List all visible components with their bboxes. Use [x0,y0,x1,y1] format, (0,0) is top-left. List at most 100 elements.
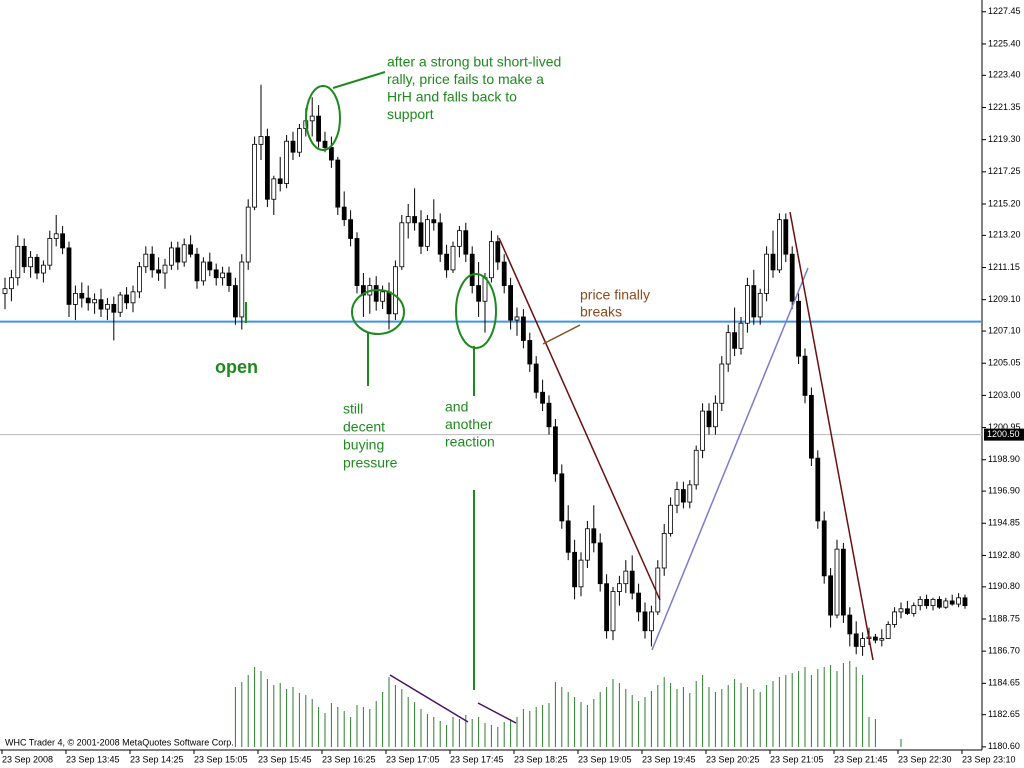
candle-body [572,551,577,588]
candle-body [578,559,584,588]
candle-body [181,244,187,263]
y-tick-label: 1211.15 [988,262,1020,272]
candle-body [21,245,27,268]
annotation: still [343,401,363,417]
y-tick-label: 1217.25 [988,166,1021,176]
candle-body [136,266,142,293]
candle-body [53,233,59,239]
annotation: after a strong but short-lived [387,54,561,70]
candle-body [8,277,14,290]
candle-body [841,548,846,616]
y-tick-label: 1184.65 [988,678,1020,688]
candle-body [597,542,603,585]
annotation: HrH and falls back to [387,89,517,105]
y-tick-label: 1198.90 [988,454,1020,464]
candle-body [354,238,360,286]
candle-body [521,316,526,341]
candle-body [213,269,219,279]
volume-trendline [389,674,469,723]
candle-body [469,253,475,286]
candle-body [821,520,827,577]
candle-body [207,261,213,271]
pointer [332,71,386,89]
y-tick-label: 1192.80 [988,550,1020,560]
candle-body [508,285,514,321]
candle-body [693,449,699,486]
candle-body [713,402,718,428]
x-tick-label: 23 Sep 17:05 [386,754,440,764]
candle-body [828,575,833,616]
candle-body [764,253,769,294]
candle-body [373,285,379,302]
candle-body [745,285,750,324]
y-tick-label: 1207.10 [988,325,1021,335]
candle-body [834,548,840,616]
candle-body [892,611,897,625]
candle-body [725,332,731,365]
candle-body [85,297,91,304]
x-tick-label: 23 Sep 17:45 [450,754,504,764]
candle-body [937,598,942,608]
candle-body [66,247,72,305]
candle-body [463,230,469,255]
candle-body [732,332,737,349]
candle-body [149,253,155,271]
candle-body [277,178,283,184]
candle-body [905,608,910,614]
candle-body [28,256,34,268]
candle-body [41,264,46,274]
y-tick-label: 1219.30 [988,134,1021,144]
candle-body [437,222,443,255]
candle-body [553,426,558,475]
drawings [245,71,874,724]
candle-body [226,272,232,286]
y-tick-label: 1227.45 [988,6,1021,16]
candle-body [962,597,968,607]
candle-body [431,219,437,224]
candle-body [444,253,450,271]
candle-body [175,247,181,263]
candle-body [252,143,258,208]
candle-body [617,583,622,592]
candle-body [194,253,200,282]
candle-body [885,624,891,639]
candle-body [47,238,53,266]
candle-body [34,256,40,274]
y-tick-label: 1186.70 [988,646,1020,656]
candle-body [92,299,97,304]
volume-bars [234,661,902,747]
x-tick-label: 23 Sep 22:30 [898,754,952,764]
x-tick-label: 23 Sep 18:25 [514,754,568,764]
candle-body [911,605,917,614]
annotation: another [445,416,493,432]
candle-body [98,299,104,310]
candle-body [392,266,398,315]
candle-body [399,222,405,268]
annotation: decent [343,419,385,435]
candle-body [898,608,904,613]
candle-body [674,489,680,506]
candle-body [930,598,936,607]
candle-body [2,288,8,294]
x-tick-label: 23 Sep 19:45 [642,754,696,764]
y-tick-label: 1194.85 [988,518,1020,528]
y-tick-label: 1196.90 [988,485,1020,495]
candle-body [943,600,949,608]
candle-body [124,294,129,304]
annotation: reaction [445,434,495,450]
x-tick-label: 23 Sep 20:25 [706,754,760,764]
candle-body [79,293,85,299]
x-tick-label: 23 Sep 15:45 [258,754,312,764]
annotation: price finally [580,287,650,303]
volume-trendline [477,702,517,724]
y-tick-label: 1200.95 [988,422,1021,432]
candle-body [700,410,705,451]
candle-body [296,128,302,153]
candle-body [636,592,641,613]
candle-body [661,533,667,569]
candle-body [290,140,296,153]
candle-body [264,136,270,200]
candle-body [188,244,194,255]
candle-body [604,583,609,632]
